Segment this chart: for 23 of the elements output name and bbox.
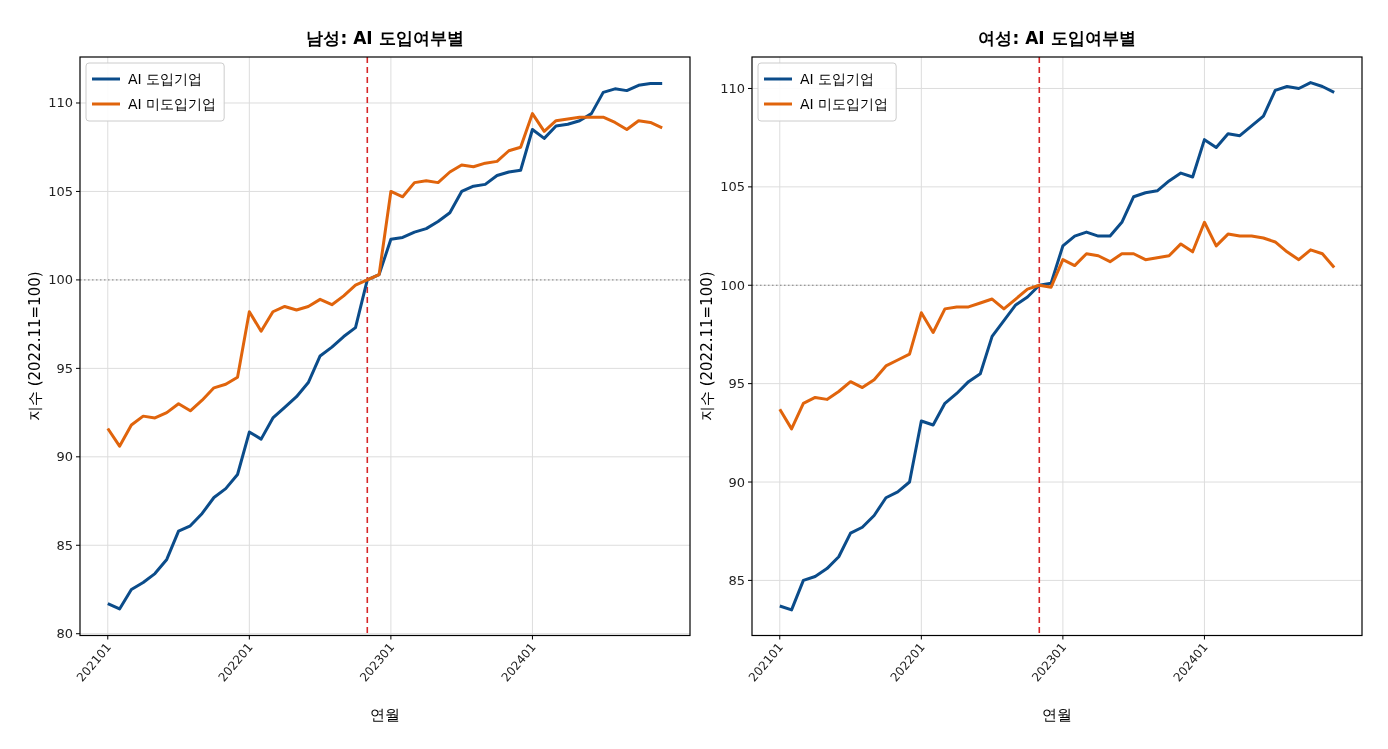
legend-label: AI 도입기업: [128, 71, 203, 87]
y-tick-label: 105: [48, 183, 73, 199]
y-tick-label: 85: [56, 537, 73, 553]
title: 여성: AI 도입여부별: [978, 28, 1136, 48]
y-tick-label: 100: [48, 272, 73, 288]
y-tick-label: 95: [728, 376, 745, 392]
y-tick-label: 85: [728, 572, 745, 588]
legend-label: AI 미도입기업: [800, 96, 889, 112]
y-tick-label: 100: [720, 277, 745, 293]
title: 남성: AI 도입여부별: [306, 28, 464, 48]
y-tick-label: 90: [56, 449, 73, 465]
y-tick-label: 95: [56, 360, 73, 376]
y-tick-label: 80: [56, 626, 73, 642]
y-tick-label: 105: [720, 179, 745, 195]
xlabel: 연월: [370, 706, 400, 724]
y-tick-label: 90: [728, 474, 745, 490]
legend-label: AI 미도입기업: [128, 96, 217, 112]
legend-label: AI 도입기업: [800, 71, 875, 87]
ylabel: 지수 (2022.11=100): [26, 271, 44, 422]
ylabel: 지수 (2022.11=100): [698, 271, 716, 422]
y-tick-label: 110: [720, 80, 745, 96]
xlabel: 연월: [1042, 706, 1072, 724]
y-tick-label: 110: [48, 95, 73, 111]
